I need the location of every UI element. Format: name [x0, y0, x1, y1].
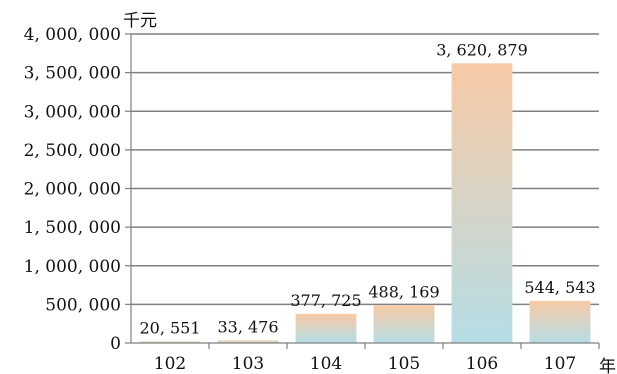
y-axis-unit-label: 千元: [123, 11, 157, 31]
y-tick-label: 2, 500, 000: [24, 141, 121, 161]
x-tick-label: 103: [232, 354, 264, 374]
y-tick-label: 500, 000: [45, 295, 121, 315]
bar-105: [373, 305, 435, 343]
bars: [139, 63, 591, 343]
x-tick-label: 107: [544, 354, 576, 374]
bar-104: [295, 313, 357, 343]
y-tick-label: 0: [110, 334, 121, 354]
data-label: 377, 725: [290, 291, 361, 310]
y-tick-label: 1, 000, 000: [24, 257, 121, 277]
bar-106: [451, 63, 513, 343]
labels: 0 500, 000 1, 000, 000 1, 500, 000 2, 000, 0…: [24, 25, 596, 374]
y-tick-label: 2, 000, 000: [24, 180, 121, 200]
y-tick-label: 3, 500, 000: [24, 64, 121, 84]
y-tick-label: 1, 500, 000: [24, 218, 121, 238]
data-label: 33, 476: [217, 317, 278, 336]
bar-102: [139, 341, 201, 343]
x-tick-label: 105: [388, 354, 420, 374]
x-tick-label: 102: [154, 354, 186, 374]
bar-103: [217, 340, 279, 343]
y-tick-label: 4, 000, 000: [24, 25, 121, 45]
data-label: 488, 169: [368, 282, 439, 301]
data-label: 544, 543: [524, 278, 595, 297]
data-label: 3, 620, 879: [436, 40, 528, 59]
bar-107: [529, 300, 591, 343]
x-tick-label: 104: [310, 354, 342, 374]
y-tick-label: 3, 000, 000: [24, 102, 121, 122]
gridlines: [131, 33, 599, 306]
axes: [125, 33, 600, 349]
data-label: 20, 551: [139, 318, 200, 337]
x-tick-label: 106: [466, 354, 498, 374]
x-axis-unit-label: 年: [599, 357, 616, 374]
